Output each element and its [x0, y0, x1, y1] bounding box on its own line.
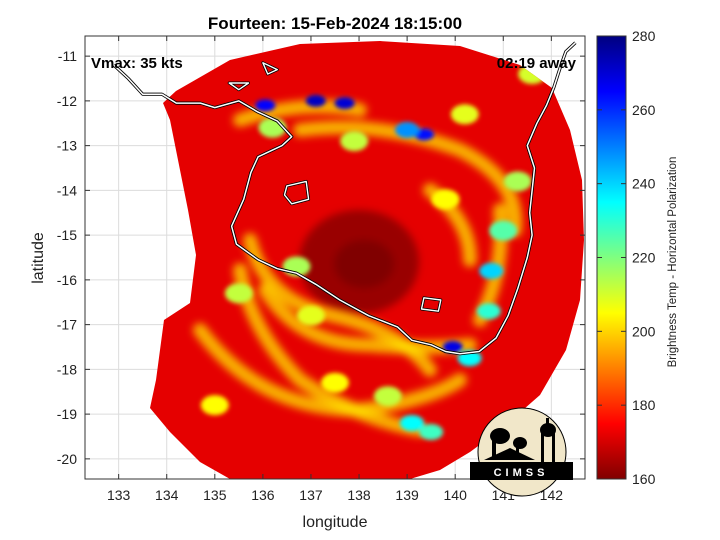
- y-tick-labels: -11 -12 -13 -14 -15 -16 -17 -18 -19 -20: [57, 48, 77, 467]
- convective-cell: [413, 128, 434, 141]
- time-offset-annotation: 02:19 away: [497, 55, 577, 72]
- microwave-swath: [150, 41, 584, 479]
- colorbar-tick-label: 200: [632, 323, 656, 339]
- convective-cell: [321, 372, 349, 393]
- rain-band: [293, 120, 523, 237]
- x-tick-label: 138: [347, 487, 371, 503]
- convective-cell: [224, 283, 253, 304]
- coastline: [112, 41, 577, 356]
- y-tick-label: -15: [57, 227, 77, 243]
- y-tick-label: -13: [57, 138, 77, 154]
- colorbar-tick-label: 220: [632, 250, 656, 266]
- rain-band: [193, 323, 467, 418]
- convective-cell: [479, 262, 504, 279]
- rain-band: [233, 263, 427, 437]
- island-line: [262, 62, 278, 75]
- island-line: [228, 82, 250, 91]
- x-tick-label: 135: [203, 487, 227, 503]
- x-tick-label: 136: [251, 487, 275, 503]
- convective-cell: [476, 303, 501, 320]
- colorbar-tick-label: 280: [632, 28, 656, 44]
- x-tick-label: 140: [444, 487, 468, 503]
- x-tick-label: 142: [540, 487, 564, 503]
- colorbar-ticks: 280 260 240 220 200 180 160: [597, 28, 656, 487]
- svg-text:CIMSS: CIMSS: [494, 467, 549, 479]
- island-line: [420, 297, 442, 312]
- axes-frame: [84, 35, 586, 480]
- y-tick-label: -19: [57, 406, 77, 422]
- y-tick-label: -17: [57, 317, 77, 333]
- convective-cell: [340, 131, 369, 152]
- convective-cell: [431, 189, 460, 210]
- colorbar-tick-label: 160: [632, 471, 656, 487]
- y-tick-label: -20: [57, 451, 77, 467]
- convective-cell: [373, 386, 402, 407]
- coastline-line: [113, 42, 576, 355]
- eye: [334, 239, 395, 288]
- y-axis-label: latitude: [30, 232, 47, 284]
- colorbar-tick-label: 240: [632, 176, 656, 192]
- y-tick-label: -11: [58, 48, 77, 64]
- y-tick-label: -18: [57, 361, 77, 377]
- chart-title: Fourteen: 15-Feb-2024 18:15:00: [208, 14, 462, 33]
- convective-cell: [334, 97, 355, 110]
- convective-cell: [450, 104, 479, 125]
- convective-cell: [419, 424, 444, 441]
- colorbar-tick-label: 180: [632, 397, 656, 413]
- convective-cell: [296, 305, 325, 326]
- convective-cell: [503, 171, 532, 192]
- convective-cell: [255, 99, 276, 112]
- y-tick-label: -14: [57, 182, 77, 198]
- convective-cell: [489, 220, 518, 241]
- x-tick-label: 133: [107, 487, 131, 503]
- x-tick-label: 139: [395, 487, 419, 503]
- y-tick-label: -12: [57, 93, 77, 109]
- vmax-annotation: Vmax: 35 kts: [91, 55, 183, 72]
- island-line: [283, 180, 310, 205]
- x-axis-label: longitude: [303, 514, 368, 531]
- x-tick-label: 137: [299, 487, 323, 503]
- x-tick-label: 134: [155, 487, 179, 503]
- axis-ticks: [85, 36, 585, 479]
- convective-cell: [395, 121, 420, 138]
- colorbar-label: Brightness Temp - Horizontal Polarizatio…: [667, 157, 679, 368]
- convective-cell: [200, 395, 229, 416]
- rain-band: [258, 283, 477, 355]
- convective-cell: [305, 94, 326, 107]
- convective-cell: [442, 340, 463, 353]
- colorbar: 280 260 240 220 200 180 160 Brightness Temp - …: [596, 28, 679, 487]
- x-tick-labels: 133 134 135 136 137 138 139 140 141 142: [107, 487, 563, 503]
- colorbar-tick-label: 260: [632, 102, 656, 118]
- cimss-logo: CIMSS: [470, 407, 573, 497]
- convective-cell: [399, 415, 424, 432]
- y-tick-label: -16: [57, 272, 77, 288]
